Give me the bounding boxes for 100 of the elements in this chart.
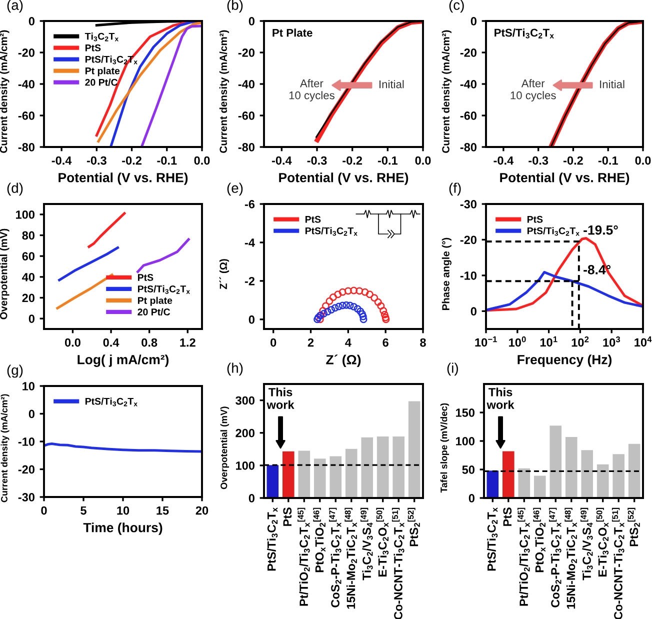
text: PtS/Ti$_{3}$C$_{2}$T$_{x}$ xyxy=(494,28,554,38)
x-tick-label: -0.2 xyxy=(122,156,142,165)
y-tick-label: -40 xyxy=(18,80,34,88)
chart-title: (h) xyxy=(227,362,243,376)
annotation: After 10 cycles xyxy=(510,79,556,102)
y-tick-label: -60 xyxy=(238,112,254,120)
x-tick-label: -0.1 xyxy=(157,156,177,165)
x-tick-label: -0.4 xyxy=(52,156,72,165)
x-tick-label: PtS/Ti$_{3}$C$_{2}$T$_{x}$ xyxy=(267,508,278,571)
x-axis-title: Time (hours) xyxy=(83,522,162,535)
y-tick-label: -6 xyxy=(244,200,255,208)
x-tick-label: E-Ti$_{3}$C$_{2}$O$_{x}$$^{[50]}$ xyxy=(596,508,609,576)
y-tick-label: 0 xyxy=(470,17,476,26)
y-tick-label: -30 xyxy=(460,200,476,208)
x-axis-title: Frequency (Hz) xyxy=(518,354,612,367)
x-tick-label: PtS xyxy=(283,507,292,526)
y-tick-label: -30 xyxy=(18,493,34,502)
chart-title: (b) xyxy=(227,0,243,13)
text: Pt Plate xyxy=(272,28,312,37)
category-label: CoS$_{2}$-P-Ti$_{3}$C$_{2}$T$_{x}$$^{[47]}$ xyxy=(548,508,562,608)
x-tick-label: -0.1 xyxy=(378,156,398,165)
x-tick-label: PtS$_{2}$$^{[52]}$ xyxy=(408,508,420,546)
x-tick-label: PtO$_{x}$TiO$_{2}$$^{[46]}$ xyxy=(313,508,326,572)
legend-label: Ti$_{3}$C$_{2}$T$_{x}$ xyxy=(84,32,119,42)
category-label: Pt/TiO$_{2}$/Ti$_{3}$C$_{2}$T$_{x}$$^{[45]}$ xyxy=(298,508,310,606)
x-tick-label: 10$^{1}$ xyxy=(540,336,558,347)
x-tick-label: -0.1 xyxy=(598,156,618,165)
x-tick-label: PtO$_{x}$TiO$_{2}$$^{[46]}$ xyxy=(533,508,546,572)
annotation: Initial xyxy=(600,80,624,88)
legend-label: Pt plate xyxy=(85,67,120,76)
y-tick-label: -10 xyxy=(18,438,34,446)
x-tick-label: 10$^{4}$ xyxy=(634,336,652,347)
y-tick-label: -2 xyxy=(244,276,254,286)
y-tick-label: -80 xyxy=(238,143,254,152)
x-tick-label: 8 xyxy=(420,338,426,347)
annotation: This work xyxy=(486,388,514,410)
legend-label: Pt plate xyxy=(138,296,172,306)
y-tick-label: -10 xyxy=(460,271,476,280)
x-axis-title: Potential (V vs. RHE) xyxy=(500,172,630,185)
y-tick-label: -60 xyxy=(18,112,34,120)
x-axis-title: Potential (V vs. RHE) xyxy=(279,172,408,185)
y-tick-label: 100 xyxy=(456,437,474,446)
y-axis-title: Current density (mA/cm²) xyxy=(219,30,230,153)
y-axis-title: Current density (mA/cm²) xyxy=(442,30,452,153)
y-tick-label: -20 xyxy=(238,48,254,57)
legend-label: PtS xyxy=(138,274,154,281)
x-tick-label: 10$^{3}$ xyxy=(603,336,620,347)
x-tick-label: 15Ni-Mo$_{2}$TiC$_{2}$T$_{x}$$^{[48]}$ xyxy=(564,508,577,609)
annotation: -19.5° xyxy=(584,225,618,235)
x-tick-label: 0.0 xyxy=(64,338,80,347)
x-tick-label: 15 xyxy=(156,506,169,515)
y-tick-label: 0 xyxy=(248,315,254,324)
chart-title: (e) xyxy=(227,182,243,196)
x-tick-label: 10$^{2}$ xyxy=(572,336,589,347)
x-tick-label: 0.0 xyxy=(194,156,210,165)
x-tick-label: -0.4 xyxy=(272,156,292,165)
x-axis-title: Z´ (Ω) xyxy=(326,354,361,368)
y-axis-title: Overpotential (mV) xyxy=(220,406,230,490)
x-tick-label: 0 xyxy=(41,506,47,515)
x-tick-label: -0.4 xyxy=(494,156,514,165)
x-tick-label: 4 xyxy=(345,338,352,347)
x-tick-label: PtS$_{2}$$^{[52]}$ xyxy=(628,508,640,546)
legend-label: PtS xyxy=(527,216,543,223)
y-tick-label: -20 xyxy=(18,465,34,474)
y-tick-label: -40 xyxy=(238,80,254,88)
y-tick-label: -20 xyxy=(18,48,34,57)
category-label: Pt/TiO$_{2}$/Ti$_{3}$C$_{2}$T$_{x}$$^{[45]}$ xyxy=(518,508,530,606)
y-tick-label: 0 xyxy=(248,17,254,26)
annotation: This work xyxy=(266,388,294,410)
x-tick-label: Co-NCNT-Ti$_{3}$C$_{2}$T$_{x}$$^{[51]}$ xyxy=(612,508,624,619)
chart-title: (c) xyxy=(449,0,464,13)
chart-title: (g) xyxy=(7,364,23,378)
y-tick-label: 0 xyxy=(28,17,34,26)
y-axis-title: Z´´ (Ω) xyxy=(219,259,230,290)
y-axis-title: Current density (mA/cm²) xyxy=(0,30,10,153)
y-axis-title: Phase angle (°) xyxy=(442,238,452,310)
y-tick-label: 40 xyxy=(22,272,34,282)
x-tick-label: 0 xyxy=(270,338,276,347)
y-tick-label: -80 xyxy=(18,143,34,152)
chart-title: (d) xyxy=(7,182,23,196)
y-tick-label: 60 xyxy=(22,252,34,260)
x-tick-label: PtS/Ti$_{3}$C$_{2}$T$_{x}$ xyxy=(487,508,498,571)
y-tick-label: 100 xyxy=(236,461,254,470)
chart-title: (i) xyxy=(447,362,458,376)
chart-title: (a) xyxy=(7,0,23,13)
category-label: CoS$_{2}$-P-Ti$_{3}$C$_{2}$T$_{x}$$^{[47]}$ xyxy=(328,508,342,608)
y-tick-label: 50 xyxy=(462,466,474,474)
y-tick-label: 0 xyxy=(28,314,34,323)
x-tick-label: -0.3 xyxy=(528,156,548,165)
legend-label: PtS/Ti$_{3}$C$_{2}$T$_{x}$ xyxy=(527,227,580,236)
x-tick-label: 0.8 xyxy=(142,338,158,347)
legend-label: PtS/Ti$_{3}$C$_{2}$T$_{x}$ xyxy=(85,398,138,406)
y-axis-title: Overpotential (mV) xyxy=(0,228,10,320)
y-tick-label: 150 xyxy=(456,408,474,417)
y-axis-title: Tafel slope (mV/dec) xyxy=(440,403,450,493)
x-tick-label: 6 xyxy=(382,338,388,347)
annotation: Initial xyxy=(380,80,404,88)
x-tick-label: -0.2 xyxy=(564,156,583,165)
legend-label: PtS xyxy=(305,216,321,223)
y-tick-label: -40 xyxy=(460,80,476,88)
